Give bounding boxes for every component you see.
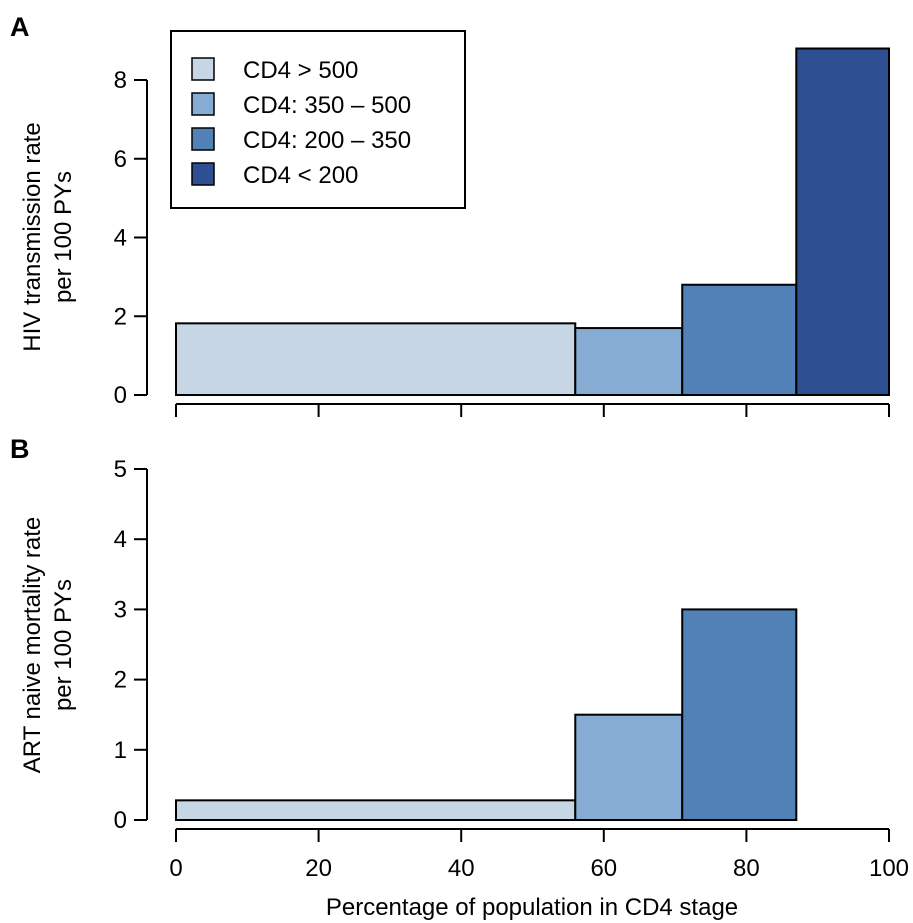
x-axis-title: Percentage of population in CD4 stage: [326, 894, 738, 921]
panel-b-bar-cd4-350-500: [574, 713, 684, 822]
panel-b-x-tick-label: 80: [733, 855, 760, 882]
panel-a-bar-cd4-200-350: [681, 283, 798, 396]
legend-label-cd4-200-350: CD4: 200 – 350: [243, 127, 411, 154]
panel-b-y-tick-label: 5: [114, 456, 127, 483]
legend-label-cd4-350-500: CD4: 350 – 500: [243, 92, 411, 119]
panel-b-y-tick-label: 1: [114, 737, 127, 764]
panel-b-bar-cd4-200-350: [681, 608, 798, 822]
panel-a-bar-cd4-500: [175, 322, 577, 396]
legend-label-cd4-200: CD4 < 200: [243, 162, 358, 189]
panel-a-ylabel-line2: per 100 PYs: [50, 171, 77, 303]
legend-label-cd4-500: CD4 > 500: [243, 57, 358, 84]
panel-a-axes: 0 2 4 6 8: [114, 67, 890, 417]
panel-a-ylabel-line1: HIV transmission rate: [19, 122, 46, 351]
panel-b-axes: 0 1 2 3 4 5 0 20 40 60 80 100: [114, 456, 909, 882]
legend-swatch-cd4-350-500: [191, 92, 215, 116]
legend-swatch-cd4-200: [191, 162, 215, 186]
legend-swatch-cd4-200-350: [191, 127, 215, 151]
panel-b-bars: [175, 608, 798, 822]
panel-b-y-tick-label: 0: [114, 807, 127, 834]
legend-box: [170, 30, 466, 209]
panel-b-ylabel-line1: ART naive mortality rate: [19, 517, 46, 774]
panel-b-letter: B: [10, 434, 30, 464]
panel-b-y-tick-label: 2: [114, 667, 127, 694]
panel-a-bar-cd4-200: [795, 47, 890, 396]
panel-a-y-tick-label: 8: [114, 67, 127, 94]
panel-b-x-tick-label: 40: [448, 855, 475, 882]
panel-b-y-tick-label: 4: [114, 526, 127, 553]
panel-b-x-tick-label: 20: [305, 855, 332, 882]
panel-a-bars: [175, 47, 890, 396]
panel-b-y-tick-label: 3: [114, 596, 127, 623]
panel-a-y-tick-label: 4: [114, 225, 127, 252]
panel-a-y-tick-label: 6: [114, 146, 127, 173]
panel-b-bar-cd4-500: [175, 799, 577, 821]
legend: CD4 > 500 CD4: 350 – 500 CD4: 200 – 350 CD4…: [170, 30, 466, 209]
panel-b-x-tick-label: 100: [869, 855, 909, 882]
panel-b-x-tick-label: 0: [169, 855, 182, 882]
legend-swatch-cd4-500: [191, 57, 215, 81]
panel-a-y-tick-label: 2: [114, 303, 127, 330]
panel-b-ylabel-line2: per 100 PYs: [50, 579, 77, 711]
panel-a-y-tick-label: 0: [114, 382, 127, 409]
panel-b-x-tick-label: 60: [590, 855, 617, 882]
panel-a-bar-cd4-350-500: [574, 327, 684, 396]
panel-a-letter: A: [10, 12, 30, 42]
